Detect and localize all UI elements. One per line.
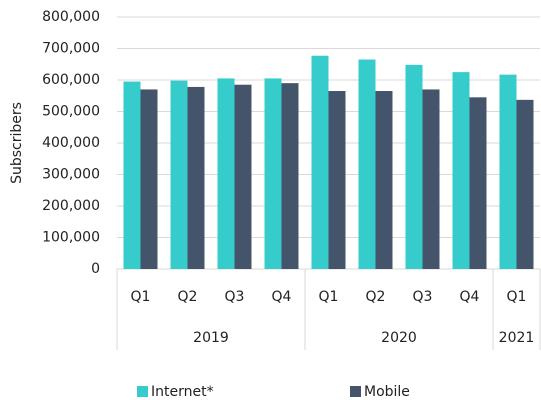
x-tick-label: Q4: [460, 289, 480, 305]
x-tick-label: Q1: [507, 289, 527, 305]
x-tick-label: Q4: [272, 289, 292, 305]
bar: [234, 84, 252, 269]
y-tick-label: 600,000: [42, 72, 100, 88]
y-tick-label: 400,000: [42, 135, 100, 151]
y-tick-label: 0: [91, 261, 100, 277]
legend-label: Internet*: [151, 384, 214, 400]
y-tick-label: 300,000: [42, 167, 100, 183]
bar: [358, 59, 376, 270]
bar: [123, 81, 141, 269]
legend-label: Mobile: [364, 384, 410, 400]
bar: [311, 55, 329, 270]
y-tick-label: 700,000: [42, 41, 100, 57]
bar: [217, 78, 235, 269]
bar: [516, 99, 534, 269]
bar: [140, 89, 158, 269]
y-tick-label: 200,000: [42, 198, 100, 214]
bar: [469, 97, 487, 269]
bar: [281, 83, 299, 270]
y-tick-label: 500,000: [42, 104, 100, 120]
x-tick-label: Q2: [366, 289, 386, 305]
y-axis-title: Subscribers: [9, 102, 25, 184]
x-tick-label: Q1: [131, 289, 151, 305]
x-tick-label: Q2: [178, 289, 198, 305]
x-tick-label: Q1: [319, 289, 339, 305]
bar: [499, 74, 517, 270]
legend-swatch: [350, 386, 361, 397]
x-tick-label: Q3: [413, 289, 433, 305]
y-tick-label: 800,000: [42, 9, 100, 25]
bar: [422, 89, 440, 269]
x-group-label: 2021: [499, 330, 535, 346]
bar: [170, 80, 188, 269]
bar: [187, 86, 205, 270]
y-tick-label: 100,000: [42, 230, 100, 246]
bar: [452, 72, 470, 269]
bar: [375, 91, 393, 270]
bar: [264, 78, 282, 269]
bar: [328, 91, 346, 270]
x-tick-label: Q3: [225, 289, 245, 305]
bar: [405, 64, 423, 269]
x-group-label: 2019: [193, 330, 229, 346]
legend-swatch: [137, 386, 148, 397]
x-group-label: 2020: [381, 330, 417, 346]
